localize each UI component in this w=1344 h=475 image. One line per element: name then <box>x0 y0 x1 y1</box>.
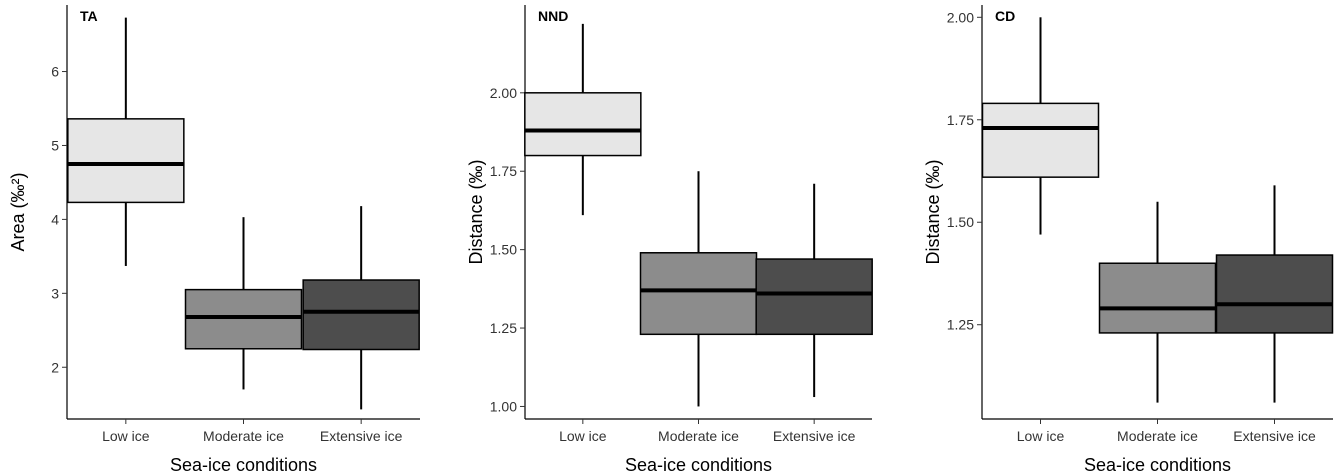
x-axis-title: Sea-ice conditions <box>625 455 772 475</box>
y-tick-label: 2 <box>51 359 59 375</box>
box-body <box>184 288 303 350</box>
x-tick-label: Low ice <box>559 428 607 444</box>
box-moderate-ice <box>184 217 303 390</box>
x-axis-title: Sea-ice conditions <box>170 455 317 475</box>
x-axis-title: Sea-ice conditions <box>1084 455 1231 475</box>
x-tick-label: Extensive ice <box>1233 428 1316 444</box>
y-axis-title: Distance (‰) <box>466 159 486 264</box>
y-tick-label: 6 <box>51 64 59 80</box>
box-extensive-ice <box>755 183 873 398</box>
panel-cd: 1.25 1.50 1.75 2.00 Low ice Moderate ice Exten… <box>923 5 1334 475</box>
y-tick-label: 1.25 <box>490 320 517 336</box>
box-low-ice <box>524 23 642 216</box>
y-tick-label: 1.75 <box>947 112 974 128</box>
y-tick-label: 1.50 <box>947 214 974 230</box>
box-body <box>981 102 1100 178</box>
panel-ta: 2 3 4 5 6 Low ice Moderate ice Extensive ice TA S… <box>8 5 420 475</box>
y-tick-label: 2.00 <box>947 9 974 25</box>
y-tick-label: 3 <box>51 285 59 301</box>
y-tick-label: 1.00 <box>490 398 517 414</box>
box-moderate-ice <box>1098 201 1217 403</box>
panel-nnd: 1.00 1.25 1.50 1.75 2.00 Low ice Moderate ice E… <box>466 5 873 475</box>
x-tick-label: Extensive ice <box>320 428 403 444</box>
box-extensive-ice <box>1215 185 1334 403</box>
box-body <box>755 258 873 336</box>
y-tick-label: 2.00 <box>490 85 517 101</box>
y-axis-title: Distance (‰) <box>923 159 943 264</box>
box-low-ice <box>67 17 185 266</box>
box-moderate-ice <box>639 171 758 407</box>
box-body <box>1098 262 1217 334</box>
box-body <box>524 92 642 157</box>
box-body <box>302 279 420 351</box>
box-extensive-ice <box>302 206 420 410</box>
x-tick-label: Moderate ice <box>1117 428 1198 444</box>
x-tick-label: Extensive ice <box>773 428 856 444</box>
box-body <box>1215 254 1334 334</box>
panel-tag: TA <box>80 8 98 24</box>
x-tick-label: Moderate ice <box>658 428 739 444</box>
x-tick-label: Low ice <box>1017 428 1065 444</box>
y-tick-label: 4 <box>51 211 59 227</box>
box-body <box>67 118 185 204</box>
y-tick-label: 5 <box>51 137 59 153</box>
y-axis-title: Area (‰²) <box>8 172 28 251</box>
box-body <box>639 252 758 336</box>
box-low-ice <box>981 17 1100 235</box>
y-tick-label: 1.50 <box>490 242 517 258</box>
panel-tag: CD <box>995 8 1015 24</box>
x-tick-label: Low ice <box>102 428 150 444</box>
y-tick-label: 1.75 <box>490 163 517 179</box>
x-tick-label: Moderate ice <box>203 428 284 444</box>
panel-tag: NND <box>538 8 568 24</box>
y-tick-label: 1.25 <box>947 317 974 333</box>
